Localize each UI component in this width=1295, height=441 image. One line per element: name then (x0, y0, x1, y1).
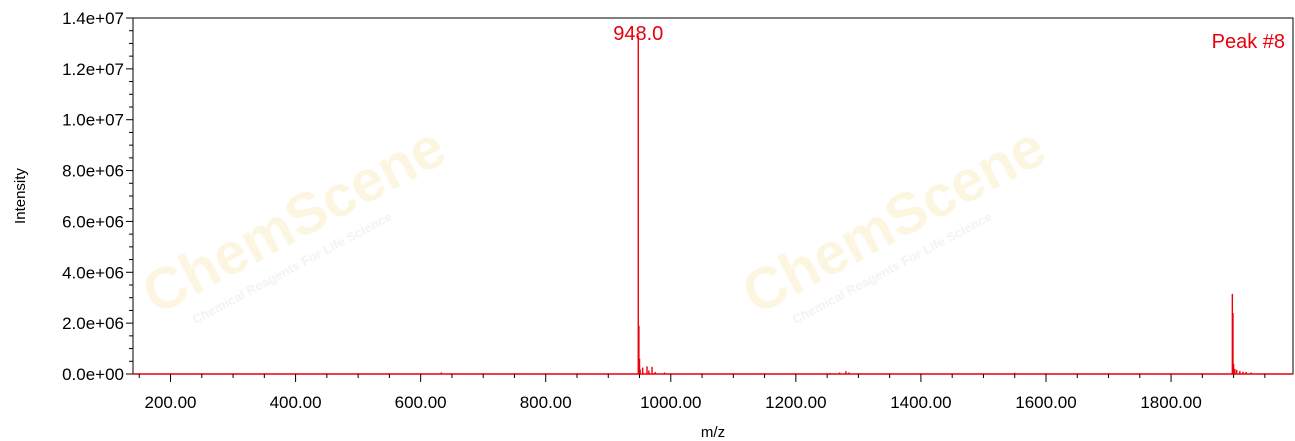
x-tick-label: 1000.00 (640, 393, 701, 412)
watermark-brand: ChemScene (132, 114, 456, 327)
x-tick-label: 1800.00 (1140, 393, 1201, 412)
y-tick-label: 6.0e+06 (62, 212, 124, 231)
x-tick-label: 1200.00 (765, 393, 826, 412)
tick-labels: 0.0e+00 2.0e+06 4.0e+06 6.0e+06 8.0e+06 1.0e+… (62, 9, 1202, 412)
y-tick-label: 0.0e+00 (62, 365, 124, 384)
y-axis-title: Intensity (12, 168, 29, 224)
peak-number-label: Peak #8 (1212, 31, 1285, 53)
y-tick-label: 1.4e+07 (62, 9, 124, 28)
x-tick-label: 400.00 (270, 393, 322, 412)
x-tick-label: 1400.00 (890, 393, 951, 412)
x-tick-label: 200.00 (145, 393, 197, 412)
peak-label: 948.0 (613, 23, 663, 45)
x-tick-label: 600.00 (395, 393, 447, 412)
y-tick-label: 1.0e+07 (62, 111, 124, 130)
y-tick-label: 4.0e+06 (62, 263, 124, 282)
x-axis-title: m/z (701, 424, 725, 441)
y-tick-label: 1.2e+07 (62, 60, 124, 79)
y-tick-label: 8.0e+06 (62, 162, 124, 181)
spectrum-peaks (440, 35, 1252, 374)
x-tick-label: 800.00 (520, 393, 572, 412)
tick-marks (126, 17, 1266, 382)
x-tick-label: 1600.00 (1015, 393, 1076, 412)
y-tick-label: 2.0e+06 (62, 314, 124, 333)
watermark-brand: ChemScene (732, 114, 1056, 327)
watermark: ChemScene Chemical Reagents For Life Sci… (132, 114, 1056, 327)
